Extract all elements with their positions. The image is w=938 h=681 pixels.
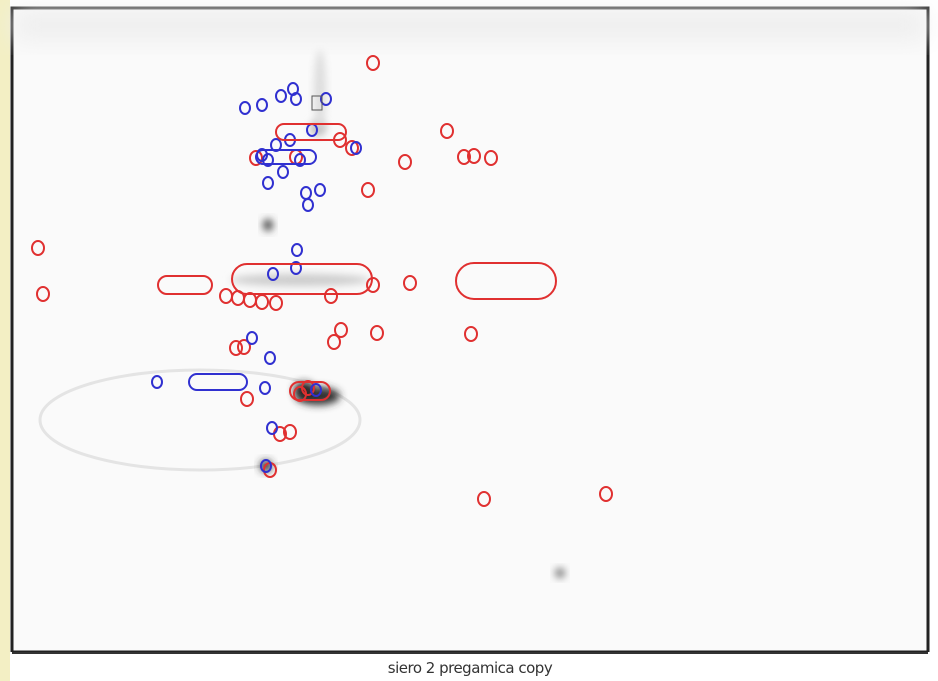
protein-spot	[230, 274, 370, 286]
gel-image	[0, 0, 938, 652]
gel-band	[14, 10, 926, 40]
protein-spot	[314, 50, 326, 130]
protein-spot	[555, 568, 565, 578]
protein-spot	[263, 219, 273, 231]
viewer: siero 2 pregamica copy	[0, 0, 938, 681]
caption: siero 2 pregamica copy	[12, 652, 928, 681]
gel-frame	[12, 8, 928, 652]
